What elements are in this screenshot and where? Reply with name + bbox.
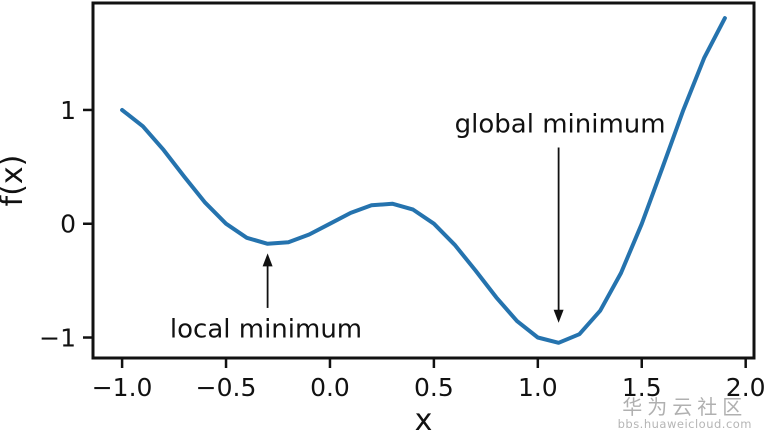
axes-spines <box>91 1 756 360</box>
y-axis-label: f(x) <box>0 155 30 207</box>
x-tick-label: 1.0 <box>518 373 558 402</box>
y-tick-label: 1 <box>60 96 76 125</box>
y-tick-label: 0 <box>60 210 76 239</box>
annotation-arrow-head <box>553 309 564 323</box>
x-tick-label: 1.5 <box>622 373 662 402</box>
function-curve <box>120 16 727 345</box>
x-tick-label: 0.5 <box>414 373 454 402</box>
x-tick-label: −1.0 <box>92 373 153 402</box>
y-tick-label: −1 <box>39 324 76 353</box>
x-tick-label: 0.0 <box>310 373 350 402</box>
x-tick-label: 2.0 <box>726 373 766 402</box>
x-axis-label: x <box>415 403 433 434</box>
annotation-arrow-head <box>262 253 273 267</box>
x-tick-label: −0.5 <box>196 373 257 402</box>
annotation-text: local minimum <box>170 315 362 345</box>
annotation-text: global minimum <box>455 110 666 140</box>
